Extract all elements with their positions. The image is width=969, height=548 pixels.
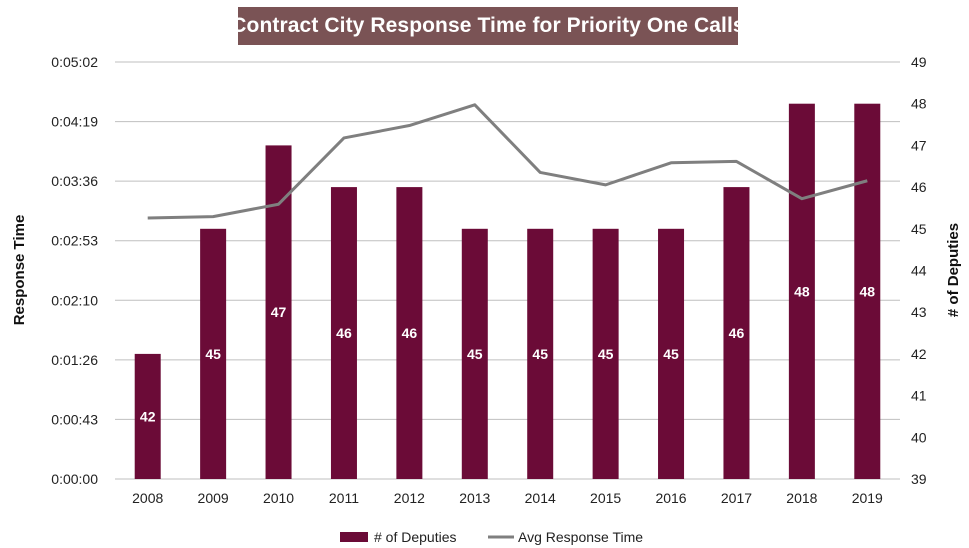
response-time-line	[147, 103, 868, 220]
y-tick-label: 0:03:36	[51, 173, 98, 189]
x-tick-label: 2009	[198, 490, 229, 506]
y2-tick-label: 49	[911, 54, 927, 70]
y2-tick-label: 44	[911, 263, 927, 279]
bar	[396, 187, 423, 479]
y2-tick-label: 47	[911, 137, 927, 153]
y2-tick-label: 39	[911, 471, 927, 487]
bar-data-label: 47	[271, 304, 287, 320]
y2-tick-label: 40	[911, 429, 927, 445]
bar-data-label: 48	[860, 283, 876, 299]
y-tick-label: 0:05:02	[51, 54, 98, 70]
bar-data-label: 45	[598, 346, 614, 362]
bar	[788, 103, 815, 479]
bar	[330, 187, 357, 479]
x-tick-label: 2018	[786, 490, 817, 506]
x-tick-label: 2019	[852, 490, 883, 506]
y2-axis-title: # of Deputies	[945, 223, 962, 317]
bar-data-label: 48	[794, 283, 810, 299]
y-tick-label: 0:02:10	[51, 292, 98, 308]
bar	[134, 353, 161, 479]
y2-tick-label: 46	[911, 179, 927, 195]
bar-data-label: 46	[336, 325, 352, 341]
x-tick-label: 2011	[329, 490, 359, 506]
y2-tick-label: 48	[911, 96, 927, 112]
y-axis-title: Response Time	[11, 215, 28, 326]
bar-data-label: 45	[532, 346, 548, 362]
bar	[461, 228, 488, 479]
bar	[592, 228, 619, 479]
y-tick-label: 0:01:26	[51, 352, 98, 368]
legend-label-response-time: Avg Response Time	[518, 529, 643, 545]
bar	[265, 145, 292, 479]
y2-tick-label: 41	[911, 388, 927, 404]
y2-tick-label: 42	[911, 346, 927, 362]
bar-data-label: 42	[140, 408, 156, 424]
bar-data-label: 45	[205, 346, 221, 362]
y-tick-label: 0:04:19	[51, 114, 98, 130]
y-tick-label: 0:02:53	[51, 233, 98, 249]
bar	[723, 187, 750, 479]
bar-data-label: 46	[402, 325, 418, 341]
bar	[527, 228, 554, 479]
x-tick-label: 2016	[655, 490, 686, 506]
bar	[200, 228, 227, 479]
y-tick-label: 0:00:00	[51, 471, 98, 487]
x-tick-label: 2017	[721, 490, 752, 506]
x-tick-label: 2013	[459, 490, 490, 506]
bar	[658, 228, 685, 479]
x-tick-label: 2012	[394, 490, 425, 506]
x-tick-label: 2010	[263, 490, 294, 506]
y-tick-label: 0:00:43	[51, 411, 98, 427]
x-tick-label: 2015	[590, 490, 621, 506]
bar-data-label: 45	[467, 346, 483, 362]
x-tick-label: 2014	[525, 490, 556, 506]
bar-data-label: 45	[663, 346, 679, 362]
x-tick-label: 2008	[132, 490, 163, 506]
chart-title: Contract City Response Time for Priority…	[231, 7, 745, 45]
y2-tick-label: 43	[911, 304, 927, 320]
legend-label-deputies: # of Deputies	[374, 529, 457, 545]
legend-swatch-deputies	[340, 532, 368, 542]
bar	[854, 103, 881, 479]
y2-tick-label: 45	[911, 221, 927, 237]
bar-data-label: 46	[729, 325, 745, 341]
